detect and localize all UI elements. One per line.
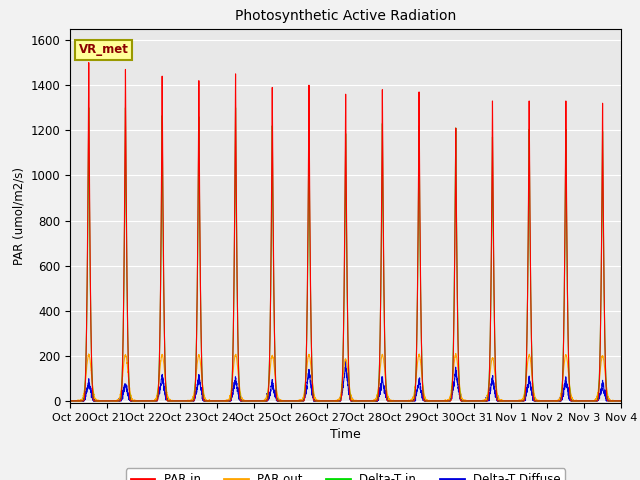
Delta-T in xyxy=(500,398,508,404)
PAR out xyxy=(500,398,508,404)
Delta-T in xyxy=(166,398,173,404)
PAR in xyxy=(469,398,477,404)
Text: VR_met: VR_met xyxy=(79,43,129,56)
Delta-T in xyxy=(616,398,624,404)
PAR in xyxy=(85,60,93,65)
Delta-T in xyxy=(325,398,333,404)
PAR out xyxy=(67,398,74,404)
PAR out xyxy=(438,398,446,404)
Delta-T Diffuse xyxy=(616,398,624,404)
Line: Delta-T in: Delta-T in xyxy=(70,108,621,401)
Title: Photosynthetic Active Radiation: Photosynthetic Active Radiation xyxy=(235,10,456,24)
Delta-T Diffuse xyxy=(469,398,477,404)
Y-axis label: PAR (umol/m2/s): PAR (umol/m2/s) xyxy=(12,167,26,265)
Delta-T in xyxy=(438,398,446,404)
Delta-T in xyxy=(617,398,625,404)
PAR out xyxy=(616,398,624,404)
Delta-T in xyxy=(469,398,477,404)
PAR out xyxy=(325,398,333,404)
Legend: PAR in, PAR out, Delta-T in, Delta-T Diffuse: PAR in, PAR out, Delta-T in, Delta-T Dif… xyxy=(126,468,565,480)
Line: PAR in: PAR in xyxy=(70,62,621,401)
Delta-T in xyxy=(85,105,93,110)
Delta-T Diffuse xyxy=(438,398,446,404)
PAR in xyxy=(166,398,173,404)
PAR out xyxy=(166,397,173,403)
Line: PAR out: PAR out xyxy=(70,354,621,401)
PAR out xyxy=(452,351,460,357)
Delta-T Diffuse xyxy=(342,357,349,363)
PAR in xyxy=(438,398,446,404)
PAR in xyxy=(325,398,333,404)
X-axis label: Time: Time xyxy=(330,429,361,442)
Delta-T Diffuse xyxy=(500,398,508,404)
PAR in xyxy=(500,398,508,404)
Delta-T Diffuse xyxy=(617,398,625,404)
Delta-T Diffuse xyxy=(166,398,173,404)
PAR out xyxy=(617,398,625,404)
PAR in xyxy=(67,398,74,404)
PAR in xyxy=(616,398,624,404)
PAR out xyxy=(469,398,477,404)
PAR in xyxy=(617,398,625,404)
Delta-T Diffuse xyxy=(325,398,333,404)
Delta-T Diffuse xyxy=(67,398,74,404)
Line: Delta-T Diffuse: Delta-T Diffuse xyxy=(70,360,621,401)
Delta-T in xyxy=(67,398,74,404)
